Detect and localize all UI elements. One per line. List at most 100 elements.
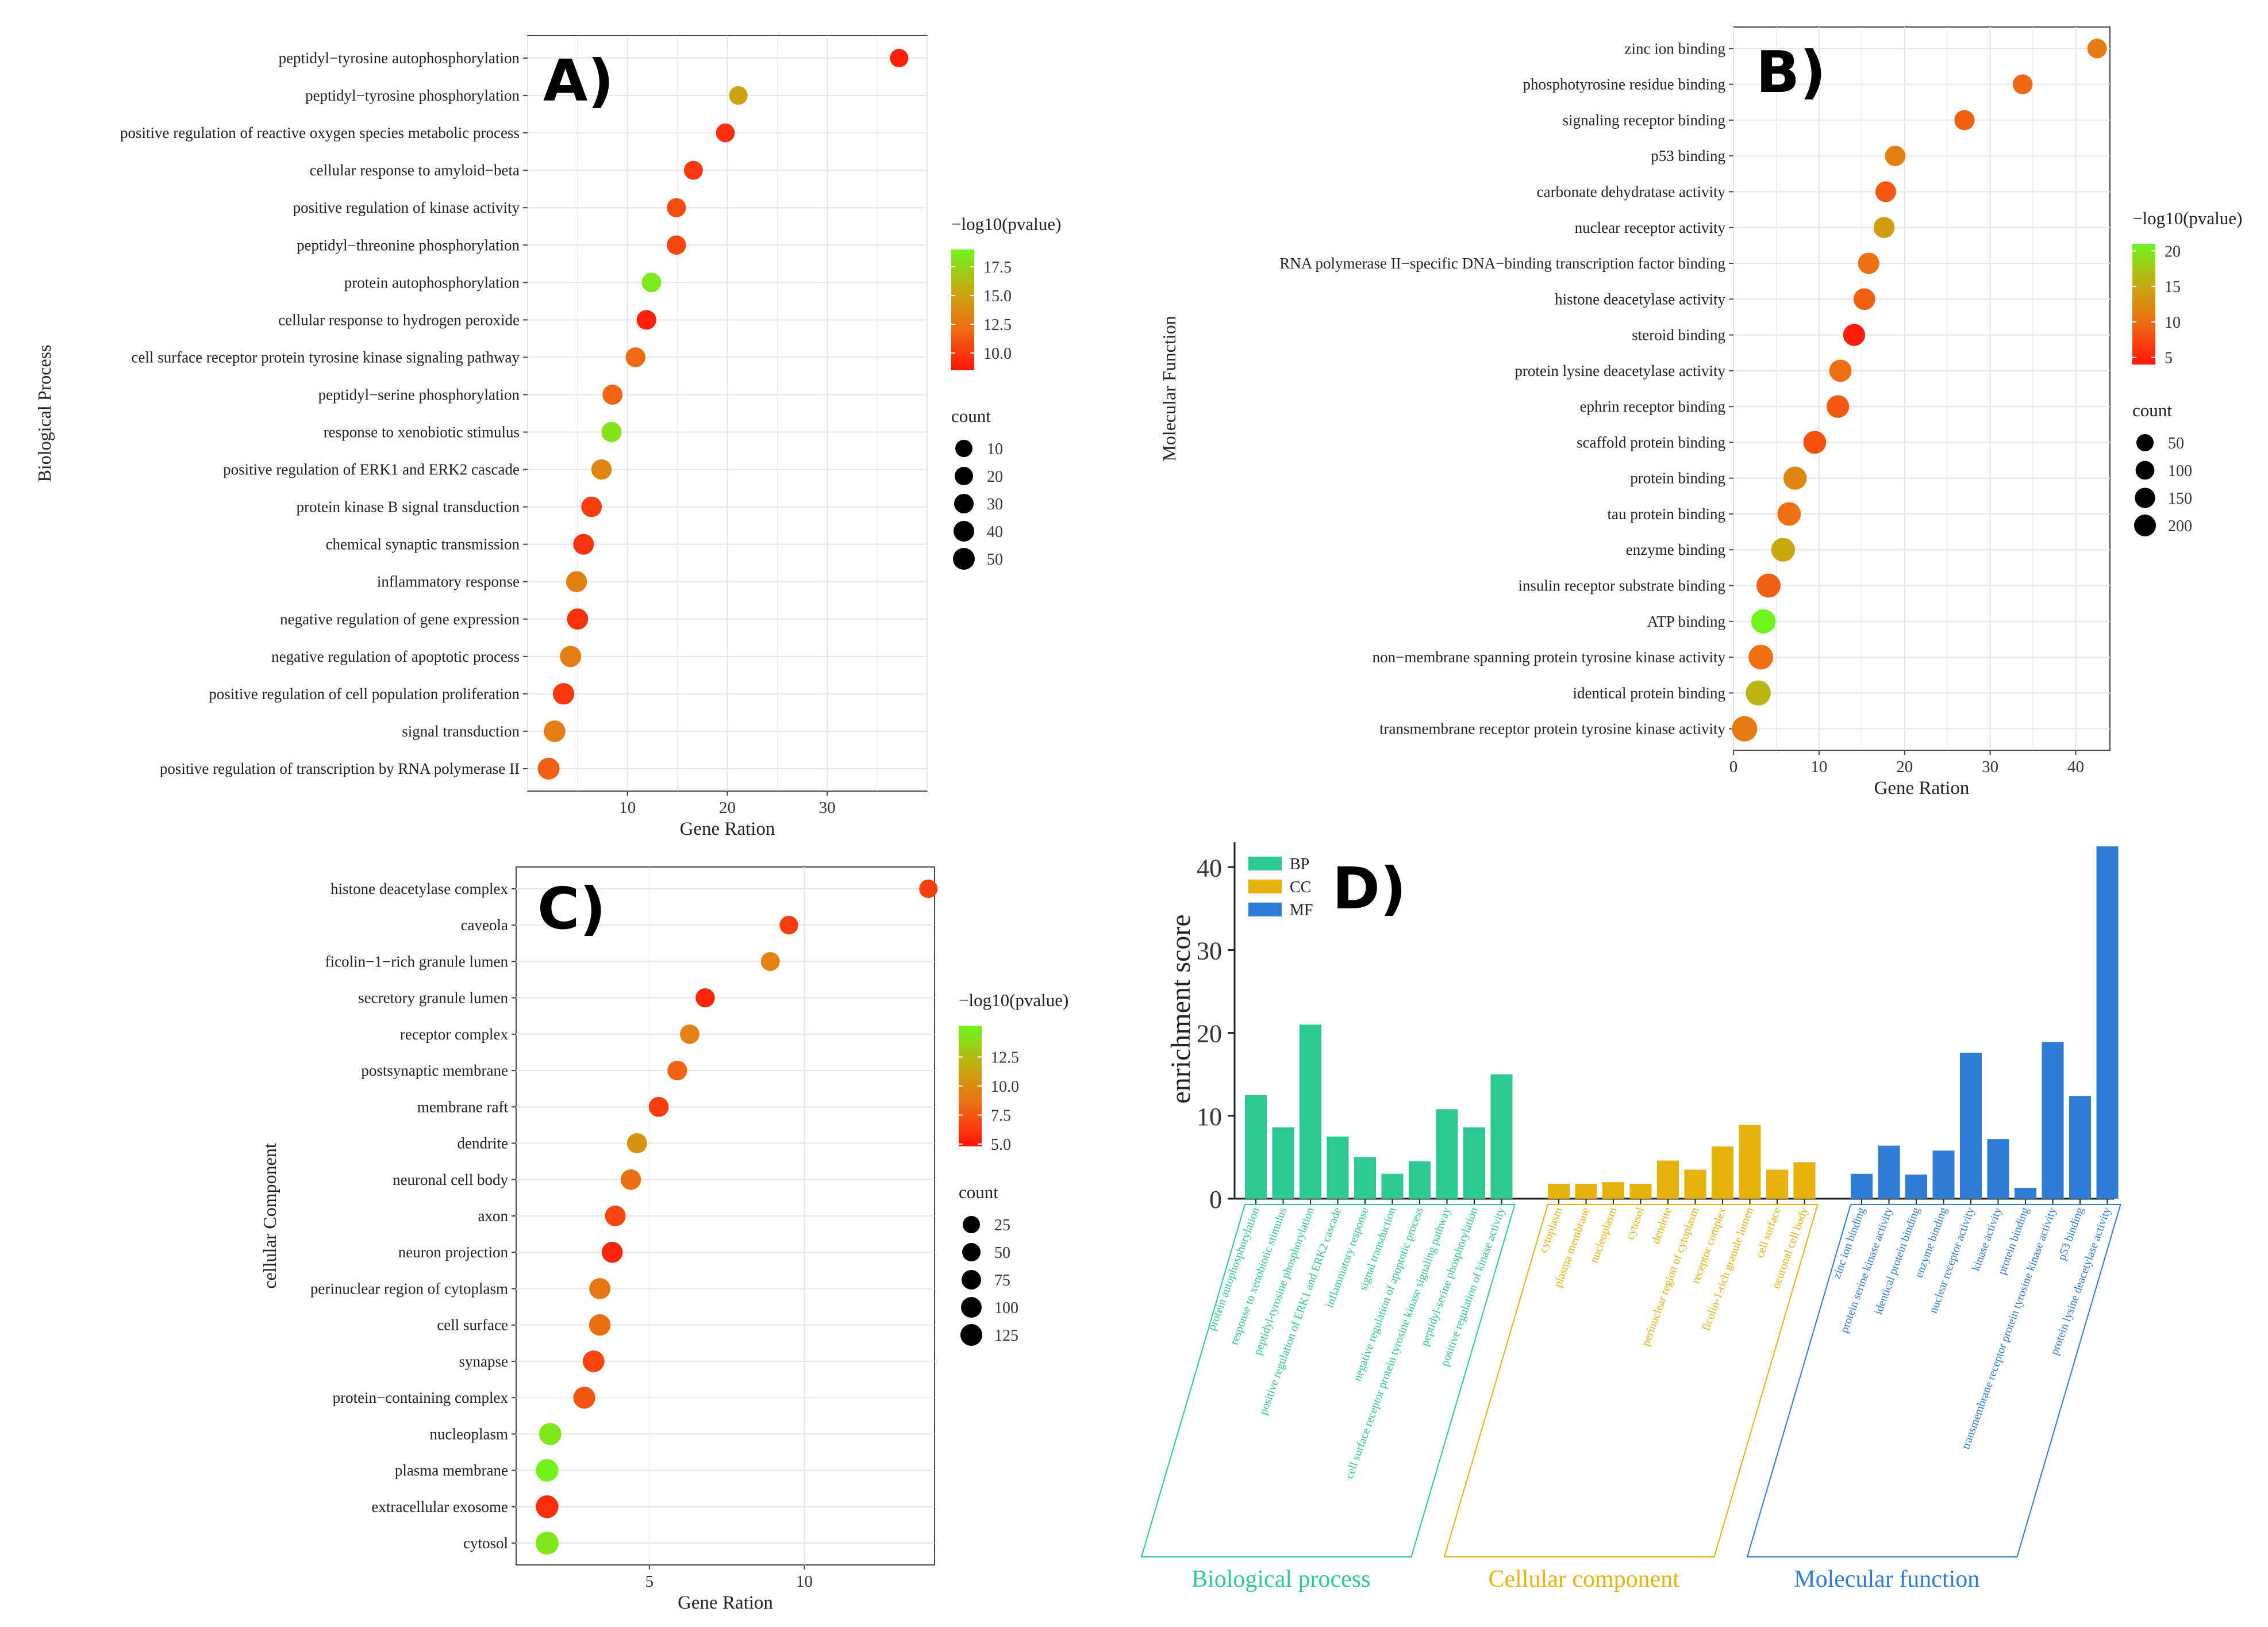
data-point [567, 608, 589, 630]
y-tick-label: 40 [1197, 854, 1222, 882]
term-label: cell surface receptor protein tyrosine k… [131, 348, 520, 366]
legend-swatch [1248, 903, 1282, 916]
data-point [573, 1387, 595, 1409]
bar [1793, 1162, 1816, 1199]
data-point [680, 1024, 699, 1044]
bar [1575, 1184, 1597, 1199]
term-label: nucleoplasm [430, 1425, 508, 1442]
x-axis-title: Gene Ration [678, 1593, 773, 1613]
color-legend-title: −log10(pvalue) [951, 214, 1061, 234]
colorbar-tick-label: 15 [2165, 278, 2181, 296]
dot-plot-c: histone deacetylase complex caveola ficoli… [259, 866, 1068, 1613]
bar [1463, 1127, 1485, 1199]
term-label: histone deacetylase complex [330, 880, 508, 897]
bar [1932, 1150, 1955, 1199]
term-label: positive regulation of ERK1 and ERK2 cas… [223, 461, 520, 478]
data-point [602, 385, 623, 405]
x-tick-label: 10 [796, 1572, 813, 1591]
bar [1878, 1145, 1900, 1199]
data-point [729, 86, 748, 105]
y-axis-title: enrichment score [1166, 914, 1196, 1103]
data-point [620, 1169, 641, 1190]
term-label: insulin receptor substrate binding [1518, 577, 1725, 594]
legend-swatch [1248, 857, 1282, 870]
data-point [1843, 324, 1866, 346]
term-label: neuronal cell body [393, 1171, 508, 1188]
bar [1766, 1169, 1788, 1199]
term-label: carbonate dehydratase activity [1537, 183, 1726, 200]
colorbar-tick-label: 20 [2165, 243, 2181, 260]
panel-letter: D) [1332, 855, 1406, 922]
term-label: ATP binding [1647, 613, 1725, 630]
category-label: protein lysine deacetylase activity [2048, 1206, 2114, 1357]
bar [1245, 1095, 1267, 1199]
term-label: axon [478, 1207, 509, 1225]
colorbar-tick-label: 7.5 [991, 1107, 1011, 1125]
bar [1684, 1169, 1706, 1199]
y-tick-label: 30 [1197, 937, 1222, 965]
bar [2042, 1042, 2064, 1199]
term-label: identical protein binding [1573, 684, 1725, 701]
data-point [760, 951, 780, 971]
bar [1629, 1184, 1652, 1199]
size-legend-dot [2135, 461, 2155, 480]
size-legend-label: 40 [987, 523, 1003, 541]
term-label: caveola [461, 916, 508, 934]
bar [1602, 1182, 1624, 1199]
x-tick-label: 10 [619, 799, 636, 817]
x-tick-label: 30 [1982, 758, 1998, 776]
group-bracket [1140, 1204, 1516, 1557]
size-legend-dot [963, 1216, 980, 1233]
x-tick-label: 20 [719, 799, 736, 817]
category-label: protein autophosphorylation [1206, 1206, 1262, 1332]
y-tick-label: 0 [1209, 1185, 1222, 1214]
bar [1657, 1160, 1679, 1199]
bar [1381, 1173, 1404, 1199]
data-point [539, 1423, 562, 1445]
term-label: peptidyl−threonine phosphorylation [297, 236, 520, 254]
term-label: positive regulation of cell population p… [209, 685, 520, 703]
colorbar [951, 250, 974, 370]
colorbar-tick-label: 15.0 [983, 287, 1012, 305]
data-point [1858, 252, 1879, 274]
size-legend-label: 200 [2168, 517, 2192, 535]
group-title: Biological process [1191, 1566, 1370, 1593]
category-label: dendrite [1650, 1206, 1674, 1245]
term-label: neuron projection [398, 1244, 509, 1261]
data-point [536, 1459, 559, 1482]
y-axis-title: cellular Component [259, 1143, 280, 1288]
size-legend-dot [2134, 515, 2156, 536]
data-point [537, 757, 560, 780]
data-point [552, 683, 575, 705]
data-point [589, 1278, 611, 1299]
data-point [560, 646, 582, 667]
size-legend-dot [954, 521, 974, 542]
bar [1354, 1157, 1376, 1199]
term-label: p53 binding [1651, 147, 1725, 164]
color-legend: −log10(pvalue) 20 15 10 5 count 50 100 150 200 [2132, 208, 2242, 536]
data-point [1954, 110, 1975, 131]
x-axis-title: Gene Ration [680, 819, 775, 839]
data-point [695, 988, 715, 1008]
size-legend-dot [962, 1270, 981, 1290]
data-point [636, 310, 656, 330]
data-point [589, 1314, 611, 1336]
term-label: perinuclear region of cytoplasm [310, 1280, 508, 1297]
size-legend-dot [2136, 434, 2154, 451]
data-point [1756, 573, 1781, 598]
term-label: steroid binding [1632, 327, 1725, 344]
term-label: peptidyl−tyrosine autophosphorylation [279, 49, 520, 67]
y-axis-title: Molecular Function [1159, 316, 1179, 461]
colorbar [2132, 244, 2155, 364]
data-point [605, 1206, 626, 1226]
term-label: receptor complex [400, 1026, 509, 1043]
data-point [1826, 395, 1850, 418]
data-point [1853, 288, 1875, 310]
data-point [1875, 181, 1897, 202]
data-point [535, 1532, 559, 1555]
x-axis-title: Gene Ration [1874, 778, 1970, 799]
data-point [2087, 39, 2107, 59]
panel-letter: B) [1756, 39, 1826, 106]
size-legend-label: 100 [2168, 462, 2192, 480]
category-label: nucleoplasm [1587, 1206, 1619, 1265]
